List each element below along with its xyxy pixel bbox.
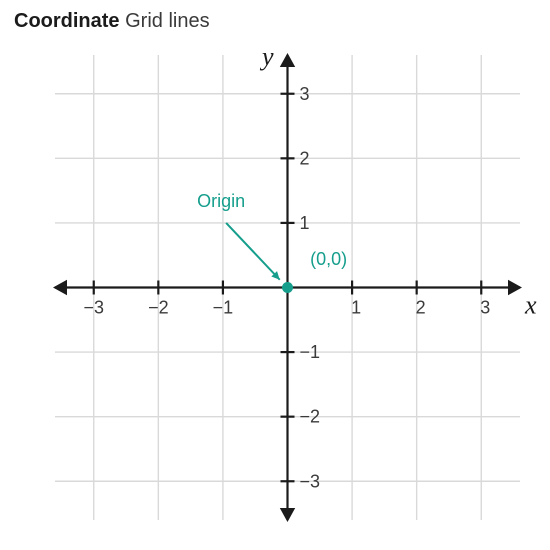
y-tick-label: −2 — [300, 407, 321, 427]
axis-arrowhead — [508, 280, 522, 295]
y-tick-label: 3 — [300, 84, 310, 104]
y-tick-label: 2 — [300, 148, 310, 168]
origin-label: Origin — [197, 191, 245, 211]
origin-coordinate-label: (0,0) — [310, 249, 347, 269]
axis-arrowhead — [280, 508, 295, 522]
axis-arrowhead — [280, 53, 295, 67]
origin-point — [282, 282, 293, 293]
x-tick-label: −2 — [148, 298, 169, 318]
y-axis-label: y — [259, 42, 274, 71]
x-axis-label: x — [524, 291, 537, 320]
x-tick-label: −1 — [213, 298, 234, 318]
y-tick-label: 1 — [300, 213, 310, 233]
coordinate-grid-chart: −3 −3 −2 −2 −1 −1 1 1 2 2 3 3 x y Origin (0,0) — [0, 0, 550, 550]
x-tick-label: −3 — [83, 298, 104, 318]
x-tick-label: 2 — [416, 298, 426, 318]
x-tick-label: 3 — [480, 298, 490, 318]
origin-arrow — [226, 223, 280, 280]
y-tick-label: −3 — [300, 471, 321, 491]
axis-arrowhead — [53, 280, 67, 295]
y-tick-label: −1 — [300, 342, 321, 362]
x-tick-label: 1 — [351, 298, 361, 318]
